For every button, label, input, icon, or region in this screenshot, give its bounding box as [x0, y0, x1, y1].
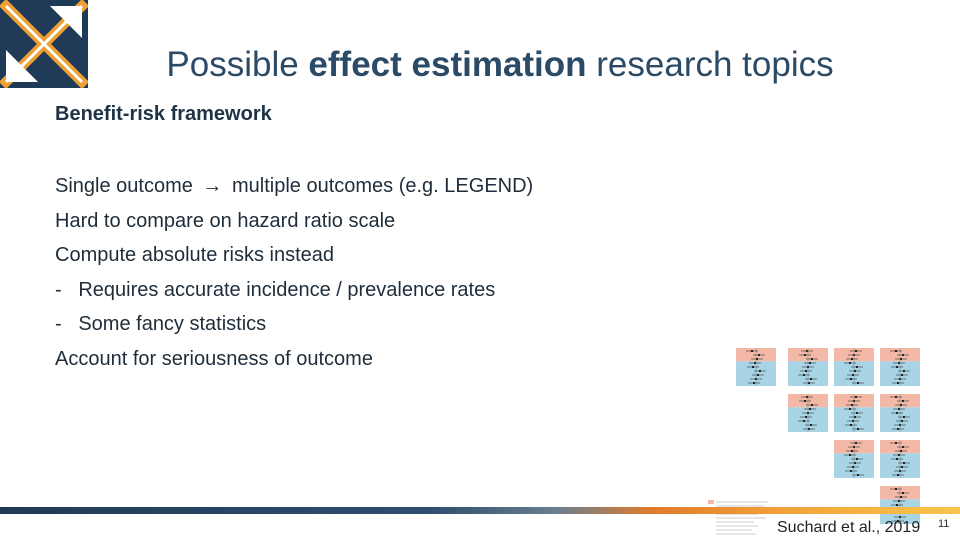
estimate-point: [851, 450, 853, 452]
estimate-point: [850, 424, 852, 426]
estimate-point: [898, 408, 900, 410]
title-part2: research topics: [586, 45, 834, 85]
estimate-point: [896, 366, 898, 368]
ohdsi-logo: [0, 0, 88, 88]
estimate-point: [898, 500, 900, 502]
estimate-point: [759, 370, 761, 372]
citation: Suchard et al., 2019: [777, 519, 921, 536]
estimate-point: [808, 382, 810, 384]
estimate-point: [803, 420, 805, 422]
estimate-point: [806, 350, 808, 352]
estimate-point: [857, 474, 859, 476]
estimate-point: [854, 462, 856, 464]
estimate-point: [903, 462, 905, 464]
estimate-point: [856, 412, 858, 414]
estimate-point: [901, 374, 903, 376]
estimate-point: [852, 374, 854, 376]
title-part1: Possible: [166, 45, 309, 85]
estimate-point: [856, 458, 858, 460]
estimate-point: [854, 416, 856, 418]
body-line: Compute absolute risks instead: [55, 244, 335, 267]
estimate-point: [902, 492, 904, 494]
estimate-point: [903, 370, 905, 372]
estimate-point: [854, 370, 856, 372]
estimate-point: [850, 378, 852, 380]
estimate-point: [805, 370, 807, 372]
body-line: Hard to compare on hazard ratio scale: [55, 209, 396, 232]
estimate-point: [757, 374, 759, 376]
estimate-point: [849, 408, 851, 410]
estimate-point: [856, 366, 858, 368]
estimate-point: [851, 358, 853, 360]
estimate-point: [811, 358, 813, 360]
estimate-point: [855, 396, 857, 398]
estimate-point: [897, 428, 899, 430]
estimate-point: [804, 400, 806, 402]
estimate-point: [756, 358, 758, 360]
estimate-point: [849, 454, 851, 456]
estimate-point: [810, 378, 812, 380]
body-line: Single outcome → multiple outcomes (e.g.…: [55, 172, 533, 207]
body-line: - Some fancy statistics: [55, 313, 267, 336]
footer-gradient-bar: [0, 507, 960, 514]
estimate-point: [900, 450, 902, 452]
estimate-point: [809, 408, 811, 410]
estimate-point: [895, 442, 897, 444]
estimate-point: [806, 396, 808, 398]
estimate-point: [896, 458, 898, 460]
body-line: - Requires accurate incidence / prevalen…: [55, 278, 496, 301]
estimate-point: [805, 416, 807, 418]
estimate-point: [855, 442, 857, 444]
estimate-point: [901, 466, 903, 468]
estimate-point: [902, 400, 904, 402]
estimate-point: [896, 504, 898, 506]
body-text: Single outcome → multiple outcomes (e.g.…: [55, 172, 533, 380]
estimate-point: [804, 354, 806, 356]
arrow-right-icon: →: [202, 175, 223, 197]
body-line: Account for seriousness of outcome: [55, 347, 373, 370]
estimate-point: [751, 350, 753, 352]
estimate-point: [903, 416, 905, 418]
estimate-point: [898, 454, 900, 456]
line-text: Single outcome: [55, 175, 199, 197]
estimate-point: [895, 396, 897, 398]
page-number: 11: [938, 518, 950, 530]
estimate-point: [752, 366, 754, 368]
estimate-point: [857, 428, 859, 430]
estimate-point: [851, 404, 853, 406]
estimate-point: [753, 382, 755, 384]
estimate-point: [897, 520, 899, 522]
estimate-point: [896, 412, 898, 414]
estimate-point: [901, 420, 903, 422]
estimate-point: [898, 362, 900, 364]
estimate-point: [758, 354, 760, 356]
estimate-point: [902, 354, 904, 356]
estimate-point: [850, 470, 852, 472]
estimate-point: [897, 382, 899, 384]
estimate-point: [900, 496, 902, 498]
estimate-point: [852, 420, 854, 422]
estimate-point: [849, 362, 851, 364]
estimate-point: [754, 362, 756, 364]
estimate-point: [810, 424, 812, 426]
estimate-point: [895, 488, 897, 490]
estimate-point: [900, 358, 902, 360]
estimate-point: [808, 428, 810, 430]
estimate-point: [895, 350, 897, 352]
slide-title: Possible effect estimation research topi…: [100, 45, 900, 85]
estimate-point: [809, 362, 811, 364]
forest-plot-figure: [708, 328, 940, 538]
line-text: multiple outcomes (e.g. LEGEND): [226, 175, 534, 197]
estimate-point: [900, 404, 902, 406]
estimate-point: [855, 350, 857, 352]
title-emphasis: effect estimation: [308, 45, 587, 85]
estimate-point: [857, 382, 859, 384]
estimate-point: [897, 474, 899, 476]
estimate-point: [803, 374, 805, 376]
section-heading: Benefit-risk framework: [55, 103, 272, 125]
estimate-point: [852, 466, 854, 468]
estimate-point: [811, 404, 813, 406]
estimate-point: [902, 446, 904, 448]
